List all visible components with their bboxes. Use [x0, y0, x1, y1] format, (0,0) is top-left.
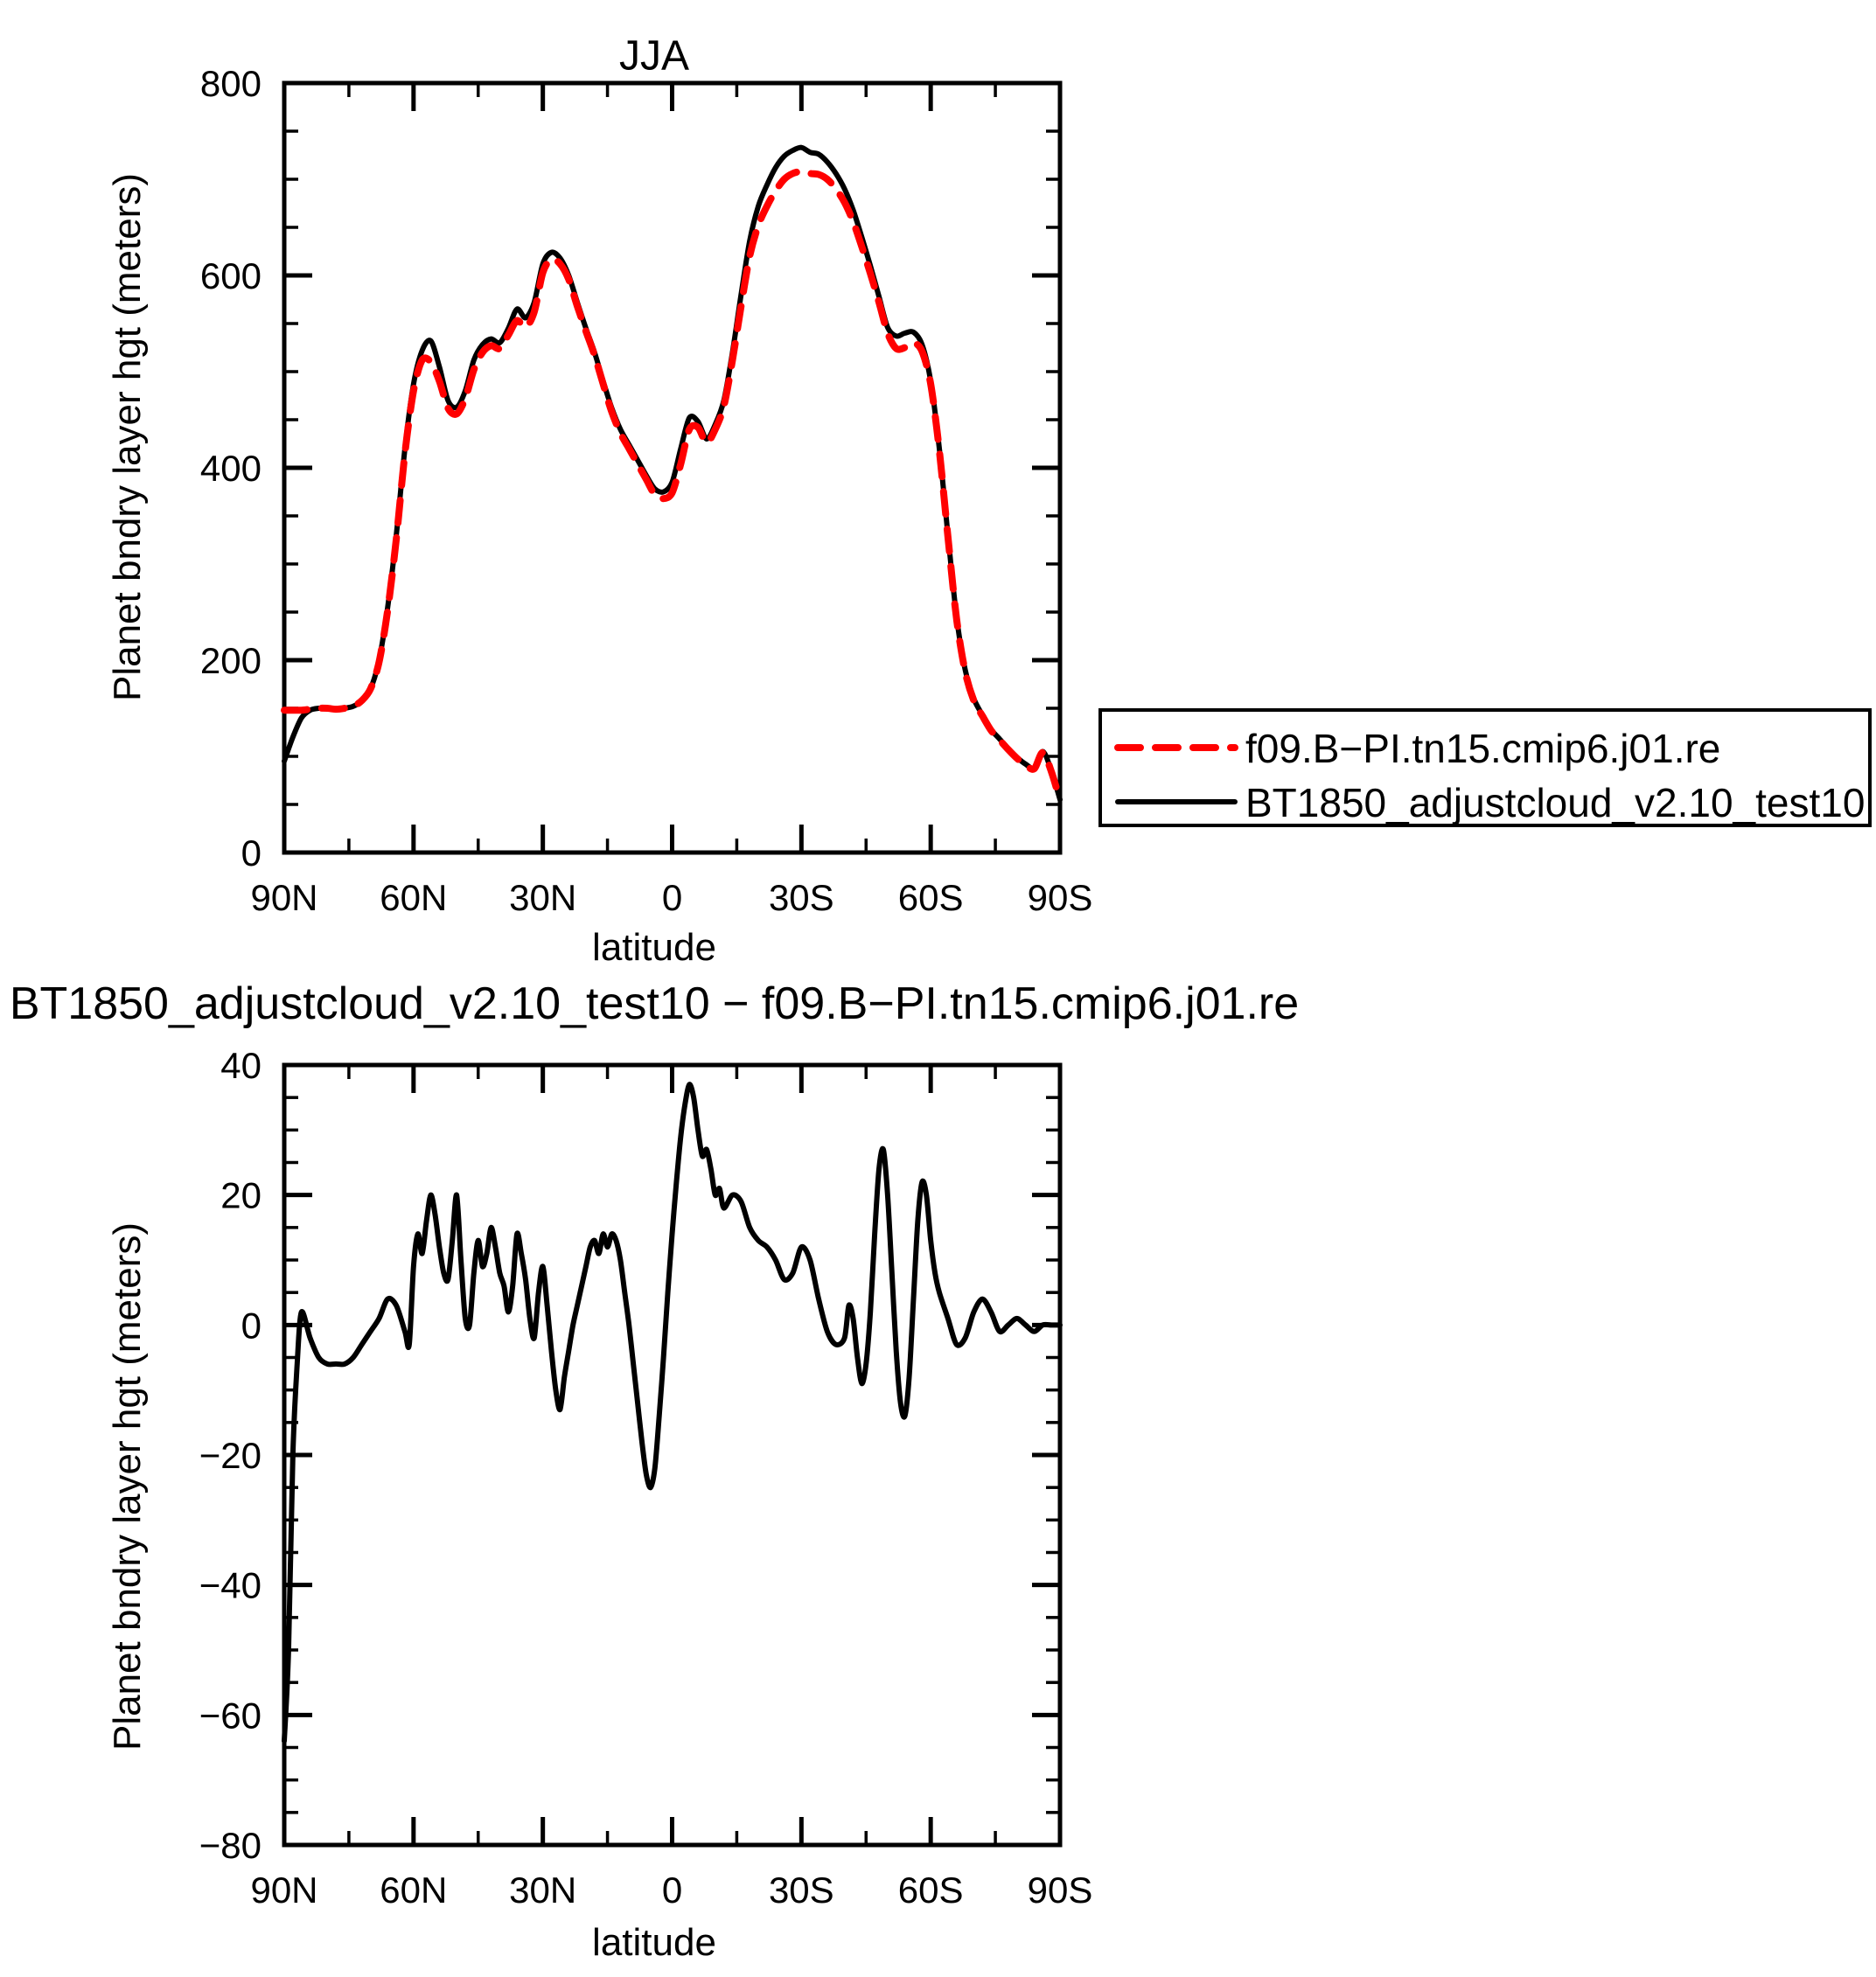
x-tick-label: 30N	[509, 1869, 576, 1911]
x-tick-label: 60N	[380, 877, 447, 918]
legend: f09.B−PI.tn15.cmip6.j01.re BT1850_adjust…	[1098, 708, 1872, 827]
top-series-group	[281, 144, 1064, 804]
legend-label-test: BT1850_adjustcloud_v2.10_test10	[1245, 780, 1865, 825]
bottom-panel: BT1850_adjustcloud_v2.10_test10 − f09.B−…	[10, 978, 1299, 1964]
series-reference	[281, 168, 1064, 804]
bottom-x-axis-label: latitude	[592, 1921, 716, 1964]
y-tick-label: 0	[241, 1305, 262, 1346]
x-tick-label: 90N	[250, 877, 317, 918]
y-tick-label: −40	[199, 1565, 262, 1606]
bottom-y-tick-labels: −80 −60 −40 −20 0 20 40	[199, 1045, 262, 1866]
y-tick-label: −80	[199, 1825, 262, 1866]
bottom-x-ticks	[282, 1065, 1063, 1845]
top-y-tick-labels: 0 200 400 600 800	[200, 63, 262, 874]
top-panel-title: JJA	[619, 33, 689, 80]
x-tick-label: 30S	[769, 1869, 834, 1911]
top-x-ticks	[282, 83, 1063, 853]
y-tick-label: 600	[200, 255, 262, 296]
x-tick-label: 0	[662, 877, 682, 918]
bottom-y-axis-label: Planet bndry layer hgt (meters)	[106, 1222, 149, 1751]
x-tick-label: 90S	[1028, 1869, 1093, 1911]
top-x-axis-label: latitude	[592, 926, 716, 969]
x-tick-label: 90S	[1028, 877, 1093, 918]
y-tick-label: 200	[200, 640, 262, 681]
x-tick-label: 60S	[898, 1869, 964, 1911]
y-tick-label: −20	[199, 1435, 262, 1476]
bottom-panel-title: BT1850_adjustcloud_v2.10_test10 − f09.B−…	[10, 978, 1299, 1029]
bottom-series-group	[282, 1082, 1063, 1744]
x-tick-label: 60S	[898, 877, 964, 918]
top-y-ticks	[284, 80, 1060, 855]
x-tick-label: 60N	[380, 1869, 447, 1911]
x-tick-label: 90N	[250, 1869, 317, 1911]
y-tick-label: 40	[220, 1045, 262, 1086]
top-x-tick-labels: 90N 60N 30N 0 30S 60S 90S	[250, 877, 1092, 918]
top-y-axis-label: Planet bndry layer hgt (meters)	[106, 173, 149, 701]
bottom-x-tick-labels: 90N 60N 30N 0 30S 60S 90S	[250, 1869, 1092, 1911]
legend-box	[1098, 708, 1872, 827]
y-tick-label: −60	[199, 1695, 262, 1736]
x-tick-label: 0	[662, 1869, 682, 1911]
y-tick-label: 400	[200, 448, 262, 489]
legend-label-reference: f09.B−PI.tn15.cmip6.j01.re	[1245, 726, 1720, 771]
top-panel: JJA 90N 60N 30N 0 30S 60S 90S 0 200 400 600 800 la…	[106, 33, 1092, 969]
y-tick-label: 800	[200, 63, 262, 104]
y-tick-label: 20	[220, 1175, 262, 1216]
x-tick-label: 30S	[769, 877, 834, 918]
y-tick-label: 0	[241, 832, 262, 874]
series-test	[282, 1082, 1063, 1744]
x-tick-label: 30N	[509, 877, 576, 918]
